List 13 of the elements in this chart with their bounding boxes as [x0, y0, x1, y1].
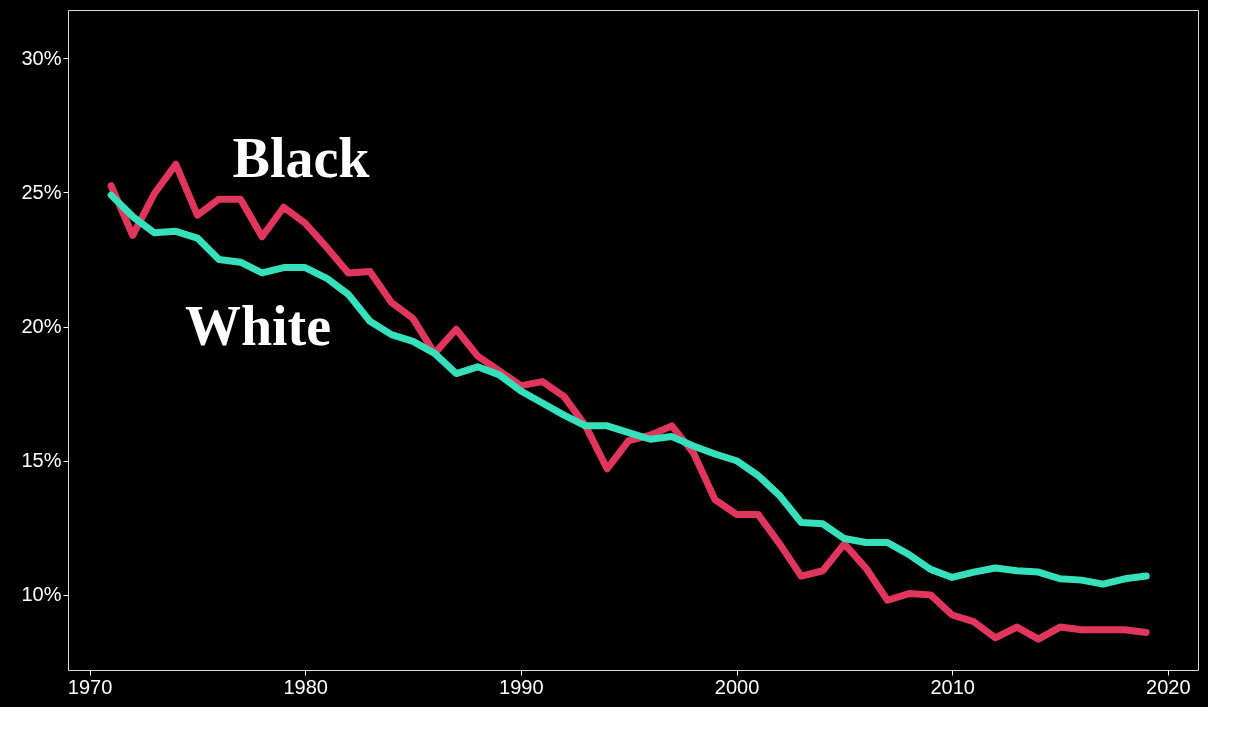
- y-tick-label: 20%: [21, 315, 62, 338]
- y-tick-label: 30%: [21, 46, 62, 69]
- series-label: Black: [232, 127, 371, 189]
- x-tick-label: 1970: [67, 675, 113, 698]
- y-tick-label: 15%: [21, 449, 62, 472]
- x-tick-label: 2000: [714, 675, 760, 698]
- x-tick-label: 1980: [283, 675, 328, 698]
- x-tick-label: 2010: [930, 675, 975, 698]
- x-tick-label: 1990: [499, 675, 544, 698]
- y-tick-label: 25%: [21, 180, 62, 203]
- x-tick-label: 2020: [1146, 675, 1191, 698]
- series-label: White: [184, 295, 332, 357]
- y-tick-label: 10%: [21, 583, 62, 606]
